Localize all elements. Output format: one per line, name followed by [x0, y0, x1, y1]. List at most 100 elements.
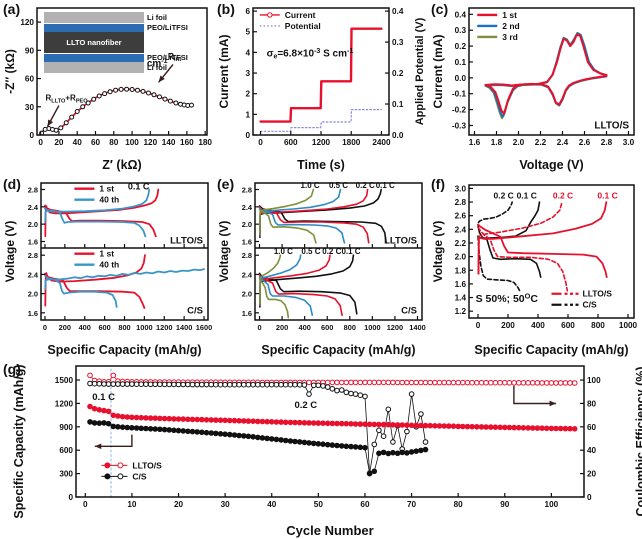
svg-text:0.5 C: 0.5 C	[329, 181, 348, 190]
svg-text:0.4: 0.4	[392, 7, 404, 16]
svg-text:600: 600	[321, 323, 333, 332]
legend: LLTO/SC/S	[551, 289, 613, 310]
series-cs-ce	[87, 380, 429, 477]
svg-text:1: 1	[245, 110, 250, 119]
svg-text:140: 140	[162, 138, 176, 147]
panel-a-nyquist: (a) -Z″ (kΩ) 0 20 40 60 80 100 120 140 160 180 0 30…	[0, 0, 214, 175]
svg-text:20: 20	[174, 500, 184, 509]
plot-series	[44, 188, 160, 238]
svg-text:0.5 C: 0.5 C	[301, 248, 320, 256]
panel-c-x-axis-title: Voltage (V)	[519, 158, 584, 172]
svg-text:2.4: 2.4	[455, 225, 467, 234]
axes: 0 10 20 30 40 50 60 70 80 90 100030060090012001500…	[55, 365, 601, 509]
svg-text:60: 60	[360, 500, 370, 509]
series-llto-0.1C-charge	[477, 201, 608, 275]
series-potential	[260, 109, 382, 132]
inset-layer-label: PEO/LiTFSI	[147, 53, 188, 62]
svg-text:0.2 C: 0.2 C	[553, 190, 573, 200]
svg-text:-0.1: -0.1	[452, 90, 467, 99]
inset-layer-label: Li foil	[147, 63, 167, 72]
svg-text:40: 40	[267, 500, 277, 509]
svg-text:800: 800	[591, 321, 605, 330]
svg-text:LLTO/S: LLTO/S	[132, 460, 162, 470]
legend: 1 st2 nd3 rd	[477, 10, 520, 42]
panel-g-cycling-performance: (g) Specific Capacity (mAh/g) Coulombic …	[0, 360, 642, 539]
svg-text:0.2 C: 0.2 C	[356, 181, 375, 190]
svg-text:0: 0	[587, 493, 592, 502]
svg-text:120: 120	[143, 138, 157, 147]
svg-text:0: 0	[476, 321, 481, 330]
svg-text:C/S: C/S	[401, 306, 417, 317]
svg-text:40 th: 40 th	[99, 195, 119, 205]
svg-text:0.1 C: 0.1 C	[341, 248, 360, 256]
plot-series	[477, 201, 608, 292]
svg-text:2.8: 2.8	[242, 251, 252, 260]
inset-layer-1: PEO/LiTFSI	[44, 23, 188, 32]
series-cv-1st	[484, 33, 608, 115]
panel-c-cyclic-voltammetry: (c) Current (mA) 1.6 1.8 2.0 2.2 2.4 2.6 2.8 3.…	[428, 0, 642, 175]
legend: LLTO/SC/S	[101, 460, 162, 481]
series-cs-capacity	[87, 419, 429, 476]
svg-text:3 rd: 3 rd	[502, 32, 518, 42]
svg-text:0.0: 0.0	[392, 131, 404, 140]
plot-series	[87, 366, 578, 497]
svg-text:LLTO/S: LLTO/S	[384, 235, 417, 246]
inset-layer-bar: LLTO nanofiber	[44, 32, 144, 53]
svg-text:2.0: 2.0	[455, 253, 467, 262]
svg-text:0: 0	[257, 323, 261, 332]
svg-text:600: 600	[561, 321, 575, 330]
panel-letter-b: (b)	[217, 1, 235, 17]
svg-text:2: 2	[245, 90, 250, 99]
svg-text:400: 400	[79, 323, 91, 332]
svg-text:120: 120	[20, 18, 34, 27]
svg-text:0.1: 0.1	[455, 58, 467, 67]
svg-text:1500: 1500	[55, 376, 74, 385]
plot-series	[259, 27, 383, 132]
svg-text:200: 200	[501, 321, 515, 330]
svg-text:0.0: 0.0	[455, 74, 467, 83]
svg-text:60: 60	[91, 138, 101, 147]
svg-text:1.0 C: 1.0 C	[301, 181, 320, 190]
svg-text:800: 800	[118, 323, 130, 332]
inset-layer-bar	[44, 62, 144, 73]
series-cs-0.2C-charge	[477, 201, 513, 224]
svg-text:0.2 C: 0.2 C	[493, 190, 513, 200]
panel-d-bottom-plot: 0 200 400 600 800 1000 1200 1400 1600 1.6 2.0 2.4 2.…	[28, 248, 212, 332]
inset-layer-bar	[44, 12, 144, 23]
svg-text:80: 80	[109, 138, 119, 147]
svg-text:1.8: 1.8	[455, 266, 467, 275]
svg-text:2.8: 2.8	[28, 251, 38, 260]
svg-text:2.4: 2.4	[242, 203, 253, 212]
svg-text:1200: 1200	[156, 323, 172, 332]
svg-text:LLTO/S: LLTO/S	[583, 289, 613, 299]
svg-text:1800: 1800	[342, 138, 361, 147]
svg-text:1 st: 1 st	[99, 184, 114, 194]
svg-text:1.6: 1.6	[242, 309, 252, 318]
panel-f-high-temp-profiles: (f) Voltage (V) 0 200 400 600 800 1000 1.2 1.4 1…	[428, 175, 642, 360]
svg-text:-0.3: -0.3	[452, 121, 467, 130]
svg-text:0.1 C: 0.1 C	[597, 190, 617, 200]
svg-text:0: 0	[245, 131, 250, 140]
series-0.2C-discharge	[258, 274, 343, 316]
svg-text:20: 20	[54, 138, 64, 147]
svg-text:1.6: 1.6	[455, 280, 467, 289]
axes: 0 20 40 60 80 100 120 140 160 180 0 30 60 90 120	[20, 7, 212, 147]
plot-series	[258, 188, 387, 244]
svg-text:90: 90	[25, 46, 35, 55]
svg-text:2400: 2400	[372, 138, 391, 147]
axes: 0 200 400 600 800 1000 1.2 1.4 1.6 1.8 2.0 2.2 2.4 2.…	[455, 184, 638, 330]
panel-g-x-axis-title: Cycle Number	[286, 523, 374, 538]
svg-text:1.2: 1.2	[455, 307, 467, 316]
svg-text:C/S: C/S	[583, 300, 598, 310]
svg-text:1 st: 1 st	[99, 249, 114, 259]
plot-series	[484, 31, 608, 120]
series-40th-discharge	[44, 207, 147, 238]
svg-text:160: 160	[180, 138, 194, 147]
series-llto-0.1C-discharge	[477, 223, 608, 278]
svg-text:C/S: C/S	[187, 306, 203, 317]
svg-text:2.6: 2.6	[455, 212, 467, 221]
svg-text:1400: 1400	[409, 323, 425, 332]
svg-text:0.2 C: 0.2 C	[322, 248, 341, 256]
